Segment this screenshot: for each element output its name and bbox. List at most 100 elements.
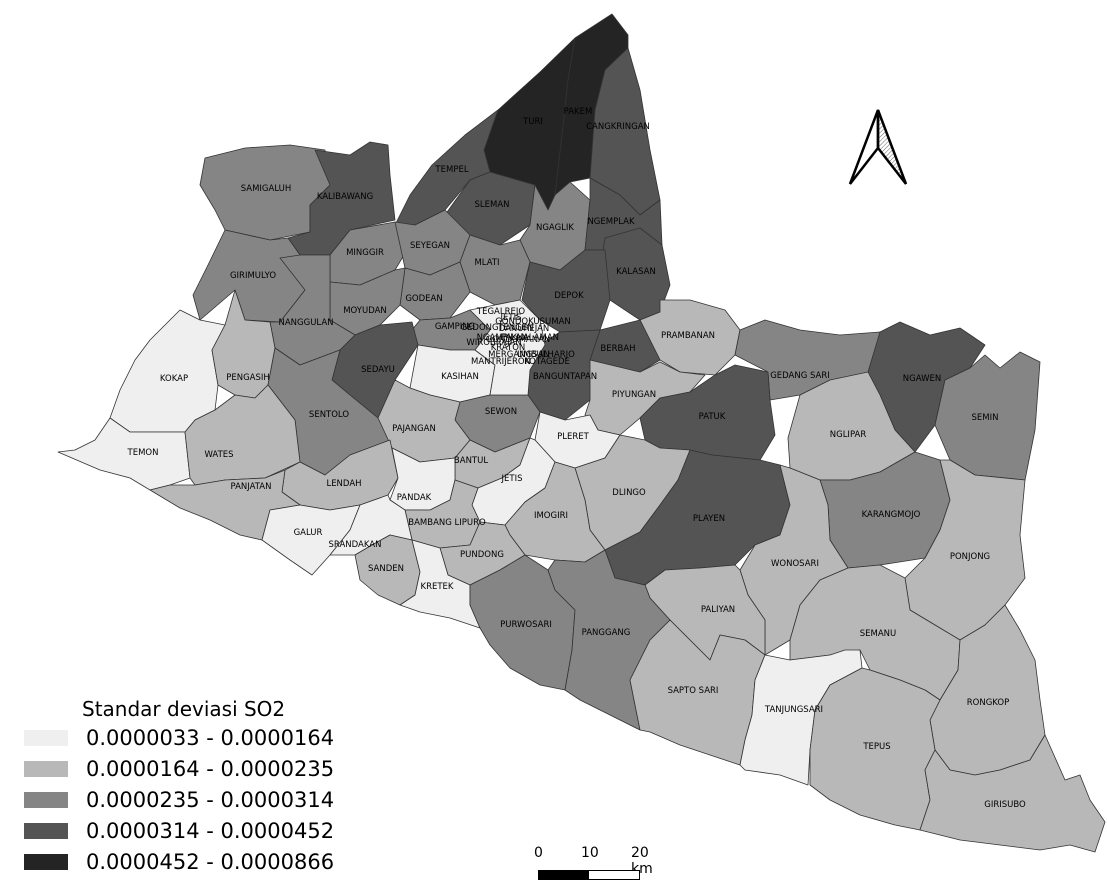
legend-label: 0.0000314 - 0.0000452: [86, 818, 335, 843]
district-label: TANJUNGSARI: [764, 705, 823, 715]
district-label: GALUR: [294, 528, 323, 538]
district-label: SRANDAKAN: [329, 540, 382, 550]
district-label: DEPOK: [554, 291, 584, 301]
district-label: MINGGIR: [346, 248, 384, 258]
district-label: TEMPEL: [434, 165, 468, 175]
district-label: GIRISUBO: [984, 800, 1026, 810]
district-label: SAPTO SARI: [668, 686, 719, 696]
district-label: TEMON: [127, 448, 159, 458]
district-label: TEGALREJO: [476, 307, 525, 317]
district-label: DANUREJAN: [499, 324, 550, 334]
district-label: NGAGLIK: [536, 223, 574, 233]
district-semin: [934, 351, 1041, 481]
district-tepus: [809, 667, 941, 831]
district-label: GODEAN: [405, 294, 442, 304]
legend-label: 0.0000235 - 0.0000314: [86, 787, 335, 812]
district-label: KOKAP: [160, 374, 188, 384]
legend-item: 0.0000033 - 0.0000164: [24, 722, 334, 753]
district-label: PONJONG: [950, 552, 990, 562]
district-label: KALASAN: [616, 267, 656, 277]
legend-item: 0.0000452 - 0.0000866: [24, 846, 334, 877]
scale-tick-label: 10: [581, 845, 599, 861]
district-mlati: [459, 234, 531, 306]
district-label: MANTRIJERON: [471, 357, 531, 367]
district-label: GIRIMULYO: [230, 271, 276, 281]
district-kretek: [399, 539, 481, 629]
district-label: MOYUDAN: [343, 306, 387, 316]
district-label: SEMIN: [972, 413, 999, 423]
legend-swatch: [24, 853, 68, 870]
district-label: JETIS: [501, 474, 523, 484]
district-label: GAMPING: [435, 322, 475, 332]
district-panjatan: [149, 469, 301, 541]
district-label: NGLIPAR: [830, 430, 867, 440]
legend-swatch: [24, 791, 68, 808]
district-label: KARANGMOJO: [862, 510, 921, 520]
district-label: KRETEK: [421, 582, 454, 592]
district-label: SEDAYU: [361, 365, 395, 375]
district-label: PAKUALAMAN: [501, 333, 559, 343]
district-label: TURI: [522, 117, 543, 127]
map-legend: Standar deviasi SO2 0.0000033 - 0.000016…: [24, 696, 334, 877]
district-depok: [521, 249, 611, 333]
district-label: MERGANGSAN: [488, 350, 550, 360]
district-label: BANGUNTAPAN: [533, 372, 597, 382]
district-label: WIROBRAJAN: [466, 338, 521, 348]
district-label: PAKEM: [564, 107, 593, 117]
district-label: BERBAH: [600, 344, 635, 354]
scale-bar: 0 10 20 km: [530, 845, 653, 883]
district-godean: [399, 261, 471, 321]
district-label: SEYEGAN: [410, 241, 450, 251]
district-label: WATES: [204, 450, 233, 460]
district-label: PURWOSARI: [500, 620, 552, 630]
district-label: SEMANU: [860, 629, 897, 639]
legend-swatch: [24, 822, 68, 839]
district-label: GONDOKUSUMAN: [495, 317, 571, 327]
legend-item: 0.0000314 - 0.0000452: [24, 815, 334, 846]
district-girisubo: [919, 734, 1106, 853]
district-label: UMBULHARJO: [517, 350, 575, 360]
district-label: NGAMPILAN: [477, 333, 528, 343]
district-label: WONOSARI: [771, 559, 819, 569]
district-label: GONDOMANAN: [486, 335, 551, 345]
legend-label: 0.0000033 - 0.0000164: [86, 725, 335, 750]
district-label: PRAMBANAN: [661, 331, 715, 341]
district-label: SEWON: [485, 407, 517, 417]
district-label: MLATI: [474, 258, 499, 268]
scale-bar-fill: [539, 871, 589, 879]
district-label: PALIYAN: [701, 605, 735, 615]
district-label: KRATON: [491, 343, 526, 353]
legend-swatch: [24, 760, 68, 777]
district-label: PENGASIH: [226, 373, 270, 383]
legend-label: 0.0000164 - 0.0000235: [86, 756, 335, 781]
scale-bar-track: [538, 870, 640, 880]
district-label: PANGGANG: [582, 628, 631, 638]
district-label: BAMBANG LIPURO: [408, 518, 486, 528]
scale-tick-label: 0: [534, 845, 543, 861]
district-label: JETIS: [500, 313, 522, 323]
district-label: IMOGIRI: [534, 511, 568, 521]
legend-swatch: [24, 729, 68, 746]
district-label: KALIBAWANG: [317, 192, 373, 202]
district-label: PANJATAN: [231, 482, 272, 492]
district-label: NANGGULAN: [278, 318, 333, 328]
district-label: GEDONGTENGEN: [460, 323, 533, 333]
district-label: SLEMAN: [474, 200, 509, 210]
city-cluster: [469, 299, 546, 396]
district-prambanan: [639, 299, 741, 376]
district-label: PLAYEN: [693, 514, 725, 524]
legend-item: 0.0000235 - 0.0000314: [24, 784, 334, 815]
district-label: NGAWEN: [903, 374, 941, 384]
district-label: NGEMPLAK: [587, 217, 635, 227]
district-label: PATUK: [699, 412, 726, 422]
district-label: PANDAK: [397, 493, 432, 503]
district-label: TEPUS: [862, 742, 890, 752]
legend-label: 0.0000452 - 0.0000866: [86, 849, 335, 874]
district-label: KOTAGEDE: [524, 357, 570, 367]
district-label: LENDAH: [326, 479, 361, 489]
district-label: PLERET: [557, 432, 590, 442]
district-label: SENTOLO: [309, 410, 349, 420]
district-label: SANDEN: [368, 564, 404, 574]
district-label: DLINGO: [612, 488, 646, 498]
